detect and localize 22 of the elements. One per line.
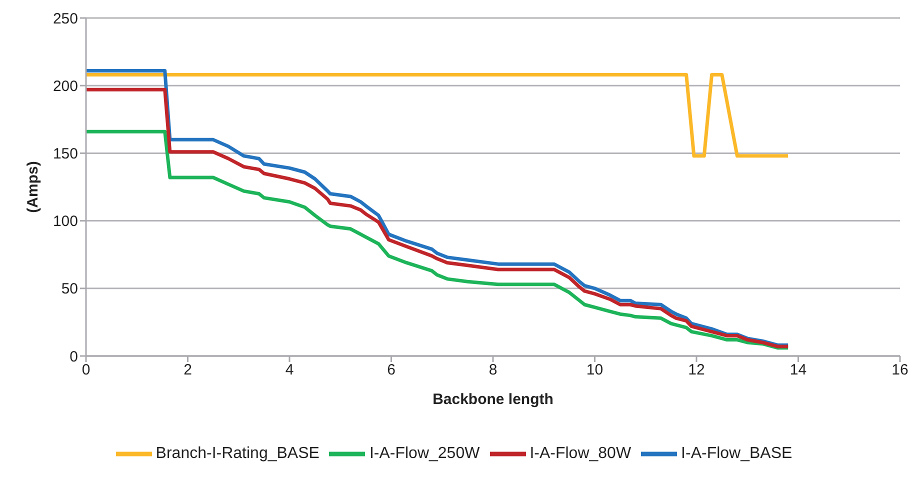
x-tick-label: 10 <box>586 362 604 379</box>
x-tick-label: 14 <box>790 362 807 379</box>
x-tick-label: 12 <box>688 362 705 379</box>
y-axis-title: (Amps) <box>24 161 42 213</box>
x-tick-label: 6 <box>387 362 396 379</box>
legend-label: I-A-Flow_80W <box>530 445 632 462</box>
legend-label: I-A-Flow_BASE <box>681 445 792 462</box>
x-axis-title: Backbone length <box>432 391 554 408</box>
x-tick-label: 16 <box>892 362 908 379</box>
y-tick-label: 150 <box>52 146 78 163</box>
y-tick-label: 0 <box>70 348 78 366</box>
x-tick-label: 4 <box>285 362 294 379</box>
y-tick-label: 100 <box>52 213 78 230</box>
x-tick-label: 0 <box>82 362 90 379</box>
legend-label: I-A-Flow_250W <box>369 445 480 462</box>
y-tick-label: 250 <box>52 10 78 28</box>
y-tick-label: 200 <box>52 78 78 95</box>
x-tick-label: 2 <box>184 362 192 379</box>
y-tick-label: 50 <box>61 280 78 298</box>
x-tick-label: 8 <box>488 362 498 379</box>
line-series <box>86 130 790 350</box>
legend-label: Branch-I-Rating_BASE <box>156 445 320 462</box>
